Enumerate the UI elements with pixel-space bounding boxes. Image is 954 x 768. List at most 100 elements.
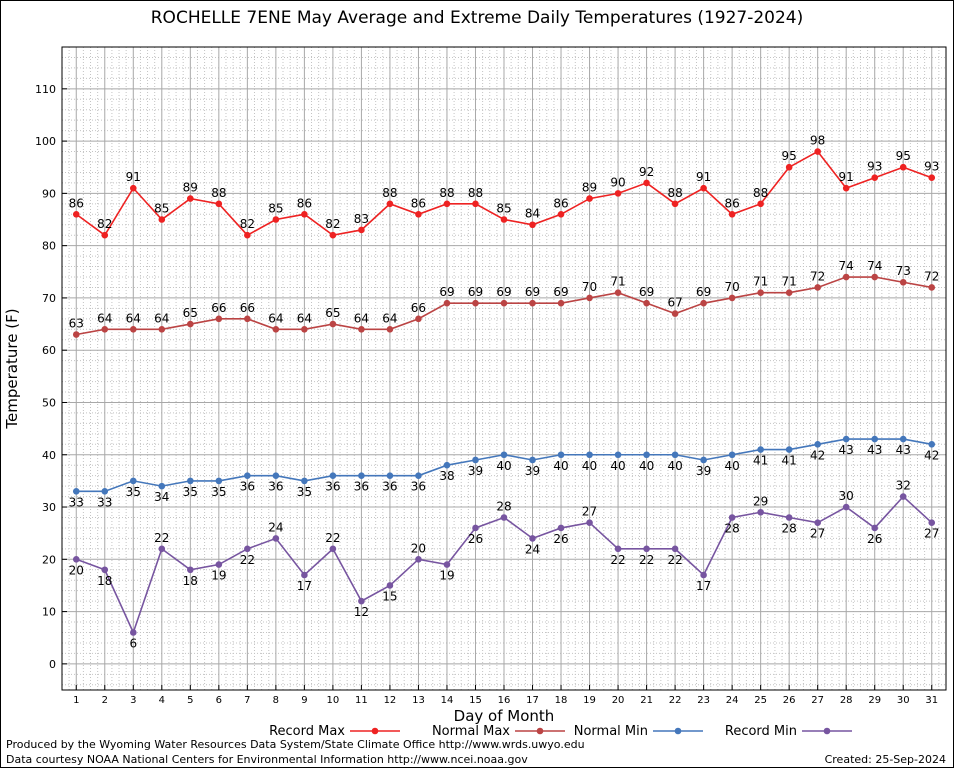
normal-max-data-label: 69 [439, 285, 454, 299]
record-min-point [415, 556, 422, 563]
x-tick-label: 13 [412, 695, 425, 706]
normal-max-data-label: 69 [496, 285, 511, 299]
y-tick-label: 90 [42, 187, 56, 200]
record-min-point [700, 571, 707, 579]
x-tick-label: 26 [783, 695, 796, 706]
normal-min-data-label: 36 [240, 480, 255, 494]
record-max-point [215, 200, 223, 208]
record-min-data-label: 26 [468, 532, 483, 546]
normal-min-data-label: 42 [810, 448, 825, 462]
normal-min-point [358, 472, 365, 479]
legend-label-normal-min: Normal Min [574, 724, 648, 739]
record-min-point [244, 545, 251, 553]
record-max-data-label: 88 [667, 186, 682, 200]
normal-min-data-label: 43 [867, 443, 882, 457]
normal-max-point [899, 278, 907, 286]
record-max-data-label: 91 [126, 170, 141, 184]
normal-min-data-label: 36 [354, 480, 369, 494]
normal-max-data-label: 64 [126, 311, 141, 325]
y-tick-label: 50 [42, 396, 56, 409]
record-min-point [529, 535, 536, 542]
y-tick-label: 60 [42, 344, 56, 357]
record-max-data-label: 84 [525, 207, 540, 221]
normal-max-data-label: 74 [867, 259, 882, 273]
normal-max-data-label: 64 [297, 311, 312, 325]
record-min-data-label: 19 [439, 569, 454, 583]
normal-max-data-label: 64 [354, 311, 369, 325]
normal-min-data-label: 41 [782, 454, 797, 468]
record-min-point [500, 514, 508, 521]
record-min-data-label: 19 [211, 569, 226, 583]
record-min-point [728, 514, 736, 521]
record-max-point [443, 200, 451, 208]
record-max-data-label: 86 [69, 196, 84, 210]
x-tick-label: 8 [273, 695, 279, 706]
normal-min-data-label: 40 [667, 459, 682, 473]
normal-max-data-label: 66 [411, 301, 426, 315]
record-max-data-label: 82 [325, 217, 340, 231]
normal-max-point [557, 299, 565, 307]
legend-marker-record-min [823, 727, 831, 735]
record-min-point [472, 524, 479, 532]
record-min-point [785, 514, 793, 521]
normal-min-data-label: 39 [525, 464, 540, 478]
normal-min-data-label: 35 [126, 485, 141, 499]
x-tick-label: 6 [216, 695, 222, 706]
x-tick-label: 7 [244, 695, 250, 706]
x-tick-label: 23 [697, 695, 710, 706]
x-tick-label: 22 [669, 695, 682, 706]
footer-credit-producer: Produced by the Wyoming Water Resources … [6, 738, 585, 751]
normal-min-point [529, 456, 536, 464]
normal-max-point [842, 273, 850, 281]
normal-max-data-label: 70 [582, 280, 597, 294]
normal-max-data-label: 73 [896, 264, 911, 278]
x-tick-label: 5 [187, 695, 193, 706]
record-max-data-label: 88 [439, 186, 454, 200]
record-max-point [614, 190, 622, 197]
normal-min-point [187, 477, 194, 485]
record-min-point [301, 571, 308, 579]
normal-min-point [500, 451, 508, 459]
normal-min-data-label: 40 [553, 459, 568, 473]
legend-label-normal-max: Normal Max [432, 724, 510, 739]
normal-max-point [757, 289, 764, 296]
record-min-data-label: 18 [183, 574, 198, 588]
y-tick-label: 110 [35, 83, 56, 96]
record-max-point [899, 163, 907, 171]
normal-min-data-label: 35 [211, 485, 226, 499]
record-min-point [614, 545, 622, 553]
record-min-data-label: 22 [639, 553, 654, 567]
normal-min-point [814, 441, 821, 448]
legend-label-record-max: Record Max [269, 724, 345, 739]
record-max-point [272, 216, 280, 223]
normal-min-data-label: 39 [696, 464, 711, 478]
record-max-point [500, 216, 508, 223]
normal-max-data-label: 71 [610, 275, 625, 289]
normal-max-data-label: 64 [268, 311, 283, 325]
normal-min-point [899, 435, 907, 443]
normal-max-data-label: 69 [696, 285, 711, 299]
normal-min-data-label: 40 [582, 459, 597, 473]
record-min-data-label: 24 [268, 520, 283, 534]
chart-title: ROCHELLE 7ENE May Average and Extreme Da… [150, 8, 804, 28]
record-max-point [72, 210, 80, 218]
record-max-data-label: 85 [154, 202, 169, 216]
normal-max-point [244, 315, 251, 323]
record-min-data-label: 17 [297, 579, 312, 593]
x-tick-label: 24 [726, 695, 739, 706]
normal-min-point [244, 472, 251, 479]
footer-credit-data: Data courtesy NOAA National Centers for … [6, 753, 528, 766]
normal-min-data-label: 40 [639, 459, 654, 473]
normal-max-point [671, 310, 679, 317]
record-max-data-label: 85 [496, 202, 511, 216]
record-min-data-label: 18 [97, 574, 112, 588]
record-max-data-label: 86 [724, 196, 739, 210]
record-min-point [443, 561, 451, 568]
normal-min-point [301, 477, 308, 485]
normal-max-data-label: 65 [183, 306, 198, 320]
normal-min-data-label: 40 [496, 459, 511, 473]
y-tick-label: 40 [42, 449, 56, 462]
x-tick-label: 31 [925, 695, 938, 706]
x-tick-label: 15 [469, 695, 482, 706]
